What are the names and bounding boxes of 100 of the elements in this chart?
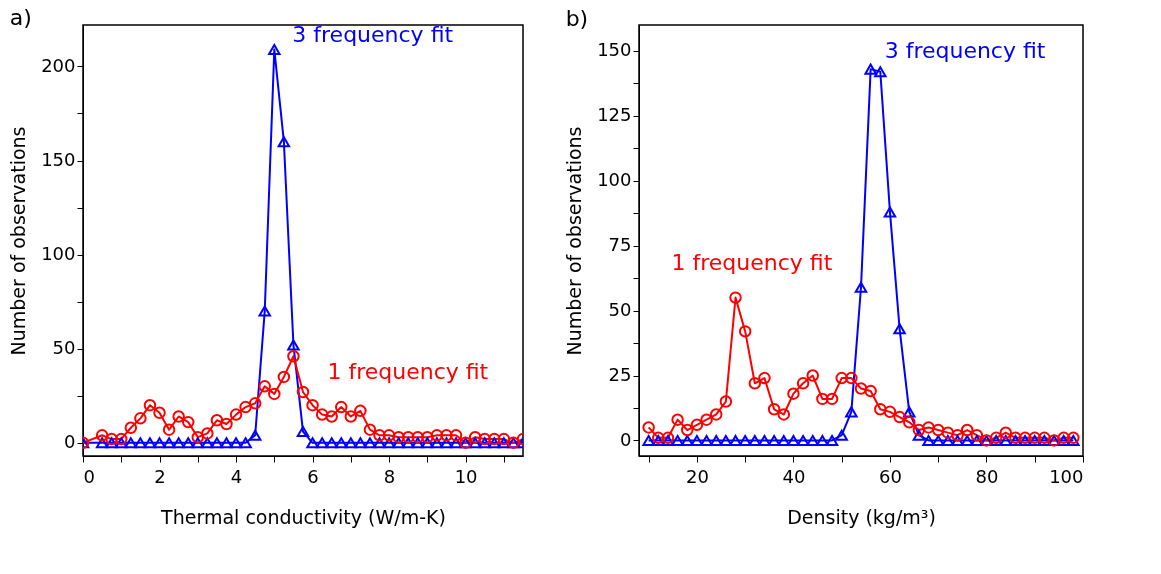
point [748, 434, 762, 446]
point [816, 434, 829, 446]
point [777, 408, 791, 421]
point [497, 432, 511, 446]
point [883, 405, 897, 419]
point [468, 430, 482, 444]
x-tick-label: 4 [230, 465, 243, 487]
y-tick-label: 25 [608, 364, 632, 386]
point [201, 427, 214, 440]
y-axis-title: Number of observations [563, 126, 586, 356]
point [893, 323, 906, 335]
point [210, 437, 224, 449]
point [421, 430, 434, 444]
point [382, 437, 396, 449]
point [229, 437, 243, 449]
x-tick-label: 40 [782, 465, 806, 487]
point [382, 429, 396, 442]
point [816, 392, 829, 406]
point [864, 384, 877, 398]
point [488, 432, 501, 446]
point [325, 410, 338, 423]
point [912, 423, 926, 437]
point [767, 434, 781, 446]
point [277, 370, 291, 384]
y-tick-label: 100 [41, 243, 76, 265]
point [296, 425, 310, 438]
point [153, 437, 166, 449]
chart-title: a) [9, 5, 32, 31]
y-tick-label: 150 [41, 149, 76, 171]
point [941, 426, 955, 439]
y-tick-label: 200 [41, 54, 76, 76]
point [488, 437, 501, 449]
y-tick-label: 50 [52, 337, 76, 359]
point [296, 385, 310, 399]
point [315, 408, 329, 421]
point [134, 437, 147, 449]
y-tick-label: 0 [64, 431, 76, 453]
x-tick-label: 8 [383, 465, 396, 487]
point [401, 430, 415, 444]
point [449, 437, 463, 449]
point [162, 437, 176, 449]
y-tick-label: 100 [597, 169, 632, 191]
point [951, 434, 964, 446]
point [172, 437, 185, 449]
point [825, 434, 839, 446]
point [671, 413, 684, 426]
point [903, 406, 916, 418]
y-tick-label: 0 [620, 428, 632, 450]
point [401, 437, 415, 449]
point [845, 371, 858, 385]
point [806, 369, 819, 382]
x-tick-label: 60 [879, 465, 902, 487]
point [960, 423, 974, 437]
point [248, 429, 262, 441]
point [999, 426, 1013, 439]
point [738, 434, 752, 446]
point [354, 404, 367, 418]
point [239, 400, 252, 414]
point [277, 136, 291, 148]
point [191, 430, 205, 444]
point [854, 281, 868, 293]
point [239, 437, 252, 449]
point [115, 432, 128, 446]
point [335, 437, 348, 449]
point [134, 412, 147, 425]
point [903, 416, 916, 429]
point [325, 437, 338, 449]
point [738, 325, 752, 338]
point [777, 434, 791, 446]
x-tick-label: 6 [307, 465, 319, 487]
point [124, 421, 138, 434]
y-tick-label: 125 [597, 104, 632, 126]
point [729, 434, 742, 446]
point [220, 417, 233, 431]
series-label: 1 frequency fit [671, 249, 833, 275]
point [373, 437, 386, 449]
point [181, 415, 195, 429]
point [268, 387, 281, 401]
point [363, 437, 377, 449]
point [411, 430, 425, 444]
x-axis-title: Density (kg/m³) [787, 505, 936, 528]
point [449, 429, 463, 442]
point [354, 437, 367, 449]
point [220, 437, 233, 449]
point [748, 377, 762, 390]
point [999, 434, 1013, 446]
point [191, 437, 205, 449]
point [468, 437, 482, 449]
point [642, 434, 655, 446]
point [922, 434, 935, 446]
point [758, 371, 771, 385]
point [729, 291, 742, 304]
point [440, 429, 453, 442]
point [268, 43, 281, 56]
point [248, 397, 262, 410]
point [700, 434, 713, 446]
point [105, 437, 118, 449]
point [709, 434, 723, 446]
point [373, 429, 386, 442]
point [162, 423, 176, 436]
